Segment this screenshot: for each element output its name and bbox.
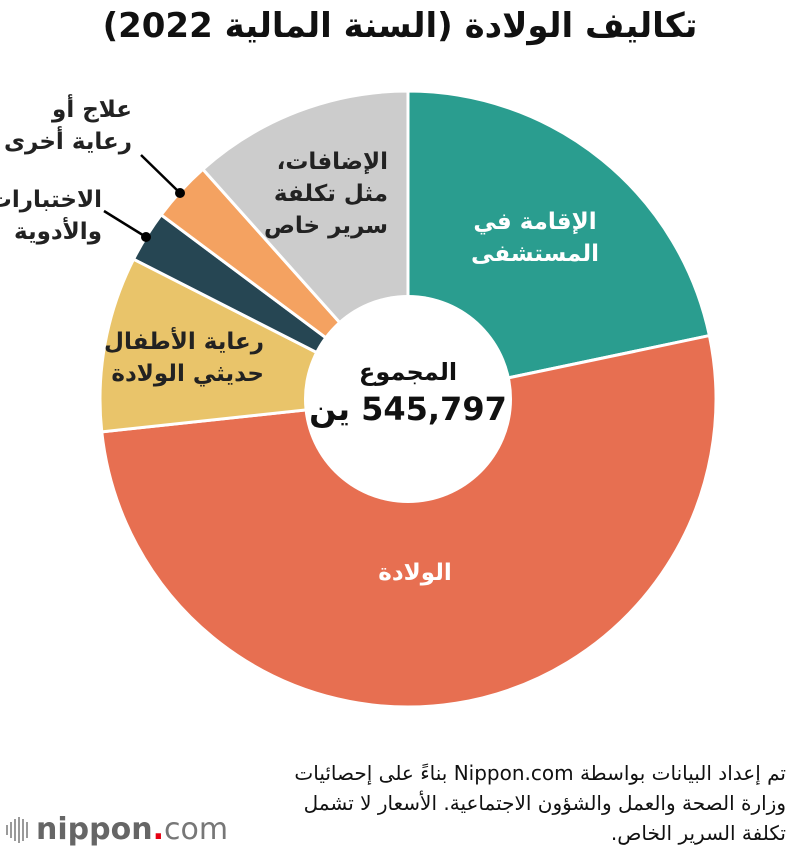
- donut-hole: [304, 295, 512, 503]
- leader-line-tests: [103, 209, 151, 242]
- donut-chart: [98, 89, 718, 709]
- nippon-logo: nippon. com: [6, 812, 228, 847]
- slice-delivery: [100, 333, 718, 709]
- slice-label-tests-medicine: الاختبارات والأدوية: [0, 187, 102, 245]
- leader-line-other-care: [140, 154, 185, 198]
- logo-word: nippon: [36, 812, 153, 847]
- total-label: المجموع: [358, 358, 458, 386]
- slice-label-other-care: علاج أو رعاية أخرى: [3, 97, 132, 155]
- slice-label-newborn-care: رعاية الأطفال حديثي الولادة: [103, 329, 264, 387]
- slice-label-hospital-stay: الإقامة في المستشفى: [471, 209, 599, 267]
- slice-label-delivery: الولادة: [378, 560, 452, 586]
- chart-title: تكاليف الولادة (السنة المالية 2022): [102, 6, 698, 46]
- logo-suffix: com: [163, 812, 229, 847]
- logo-dot: .: [152, 812, 164, 847]
- logo-bars-icon: [6, 816, 28, 843]
- slice-hospital-stay: [406, 89, 712, 401]
- slice-label-extras: الإضافات، مثل تكلفة سرير خاص: [263, 149, 388, 239]
- total-value: 545,797 ين: [309, 390, 507, 428]
- source-note: تم إعداد البيانات بواسطة Nippon.com بناء…: [294, 761, 786, 845]
